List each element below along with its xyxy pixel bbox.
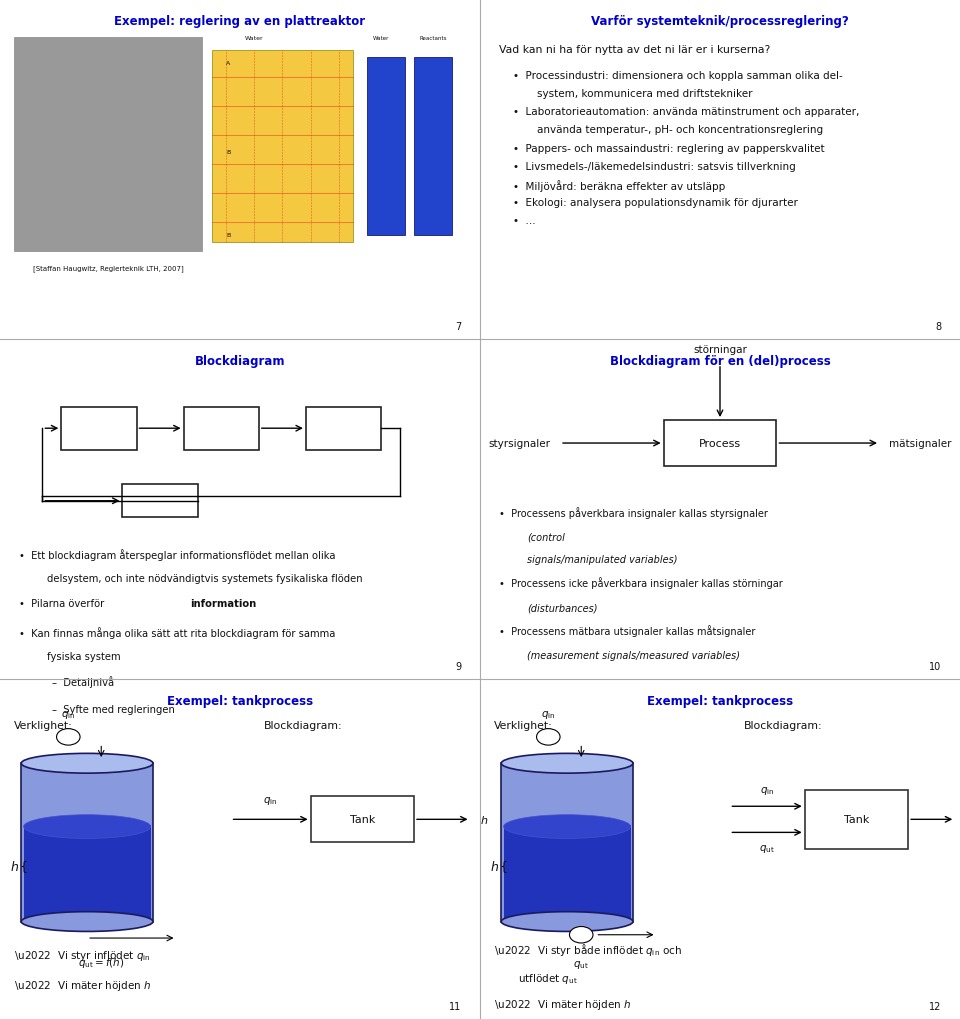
Circle shape [537, 729, 560, 745]
Text: Process: Process [699, 438, 741, 448]
Text: $q_{\rm ut}$: $q_{\rm ut}$ [573, 958, 589, 970]
Text: Exempel: tankprocess: Exempel: tankprocess [167, 694, 313, 707]
Text: 7: 7 [455, 321, 461, 331]
FancyBboxPatch shape [212, 51, 353, 243]
Text: \u2022  Vi mäter höjden $h$: \u2022 Vi mäter höjden $h$ [14, 977, 152, 991]
Circle shape [569, 926, 593, 943]
Text: använda temperatur-, pH- och koncentrationsreglering: använda temperatur-, pH- och koncentrati… [537, 125, 823, 136]
Text: Reactants: Reactants [420, 37, 446, 42]
Ellipse shape [504, 815, 631, 839]
Text: $h\,${: $h\,${ [10, 858, 28, 874]
Text: (disturbances): (disturbances) [527, 602, 598, 612]
Ellipse shape [24, 815, 151, 839]
FancyBboxPatch shape [663, 421, 777, 467]
Text: •  Pappers- och massaindustri: reglering av papperskvalitet: • Pappers- och massaindustri: reglering … [513, 144, 825, 154]
FancyBboxPatch shape [14, 38, 203, 253]
Text: A: A [226, 61, 230, 66]
Text: •  Livsmedels-/läkemedelsindustri: satsvis tillverkning: • Livsmedels-/läkemedelsindustri: satsvi… [513, 162, 796, 171]
Text: signals/manipulated variables): signals/manipulated variables) [527, 554, 678, 565]
Text: [Staffan Haugwitz, Reglerteknik LTH, 2007]: [Staffan Haugwitz, Reglerteknik LTH, 200… [33, 265, 183, 272]
Text: styrsignaler: styrsignaler [489, 438, 551, 448]
Ellipse shape [501, 912, 633, 931]
Text: Verklighet:: Verklighet: [494, 720, 553, 731]
Text: $q_{\rm ut}$: $q_{\rm ut}$ [759, 843, 775, 855]
Text: •  ...: • ... [513, 216, 536, 226]
Text: \u2022  Vi styr både inflödet $q_{\rm in}$ och: \u2022 Vi styr både inflödet $q_{\rm in}… [494, 942, 683, 958]
Text: $h$: $h$ [480, 813, 489, 825]
Text: $q_{\rm in}$: $q_{\rm in}$ [61, 708, 76, 720]
FancyBboxPatch shape [414, 58, 451, 235]
Text: delsystem, och inte nödvändigtvis systemets fysikaliska flöden: delsystem, och inte nödvändigtvis system… [47, 574, 363, 584]
Circle shape [57, 729, 80, 745]
FancyBboxPatch shape [311, 797, 414, 843]
Text: –  Detaljnivå: – Detaljnivå [52, 676, 114, 688]
Text: •  Pilarna överför: • Pilarna överför [19, 598, 108, 608]
FancyBboxPatch shape [61, 408, 136, 450]
FancyBboxPatch shape [804, 790, 908, 849]
Text: störningar: störningar [693, 344, 747, 355]
Text: 8: 8 [935, 321, 941, 331]
Text: utflödet $q_{\rm ut}$: utflödet $q_{\rm ut}$ [517, 971, 577, 985]
Text: •  Processens mätbara utsignaler kallas måtsignaler: • Processens mätbara utsignaler kallas m… [499, 625, 756, 637]
Text: Blockdiagram för en (del)process: Blockdiagram för en (del)process [610, 355, 830, 368]
Text: information: information [191, 598, 257, 608]
Ellipse shape [21, 912, 153, 931]
Text: –  Syfte med regleringen: – Syfte med regleringen [52, 704, 175, 714]
Text: Vad kan ni ha för nytta av det ni lär er i kurserna?: Vad kan ni ha för nytta av det ni lär er… [499, 45, 770, 55]
FancyBboxPatch shape [21, 763, 153, 921]
Text: \u2022  Vi styr inflödet $q_{\rm in}$: \u2022 Vi styr inflödet $q_{\rm in}$ [14, 948, 151, 962]
FancyBboxPatch shape [367, 58, 405, 235]
Text: •  Processindustri: dimensionera och koppla samman olika del-: • Processindustri: dimensionera och kopp… [513, 71, 843, 81]
Text: mätsignaler: mätsignaler [889, 438, 952, 448]
Text: Blockdiagram: Blockdiagram [195, 355, 285, 368]
FancyBboxPatch shape [306, 408, 381, 450]
Text: 12: 12 [928, 1001, 941, 1011]
Text: 10: 10 [929, 661, 941, 671]
Text: $q_{\rm in}$: $q_{\rm in}$ [541, 708, 556, 720]
Text: system, kommunicera med driftstekniker: system, kommunicera med driftstekniker [537, 89, 752, 99]
Text: (control: (control [527, 532, 565, 542]
Text: •  Kan finnas många olika sätt att rita blockdiagram för samma: • Kan finnas många olika sätt att rita b… [19, 627, 335, 638]
Text: Exempel: reglering av en plattreaktor: Exempel: reglering av en plattreaktor [114, 15, 366, 28]
Text: Tank: Tank [844, 814, 869, 824]
FancyBboxPatch shape [123, 485, 198, 518]
Text: 9: 9 [455, 661, 461, 671]
Text: Blockdiagram:: Blockdiagram: [263, 720, 342, 731]
FancyBboxPatch shape [24, 825, 151, 920]
Text: $h\,${: $h\,${ [490, 858, 508, 874]
Text: Varför systemteknik/processreglering?: Varför systemteknik/processreglering? [591, 15, 849, 28]
Ellipse shape [21, 754, 153, 773]
Text: •  Ekologi: analysera populationsdynamik för djurarter: • Ekologi: analysera populationsdynamik … [513, 198, 798, 208]
Text: •  Ett blockdiagram återspeglar informationsflödet mellan olika: • Ett blockdiagram återspeglar informati… [19, 549, 335, 560]
Text: •  Processens påverkbara insignaler kallas styrsignaler: • Processens påverkbara insignaler kalla… [499, 506, 771, 518]
Text: •  Laboratorieautomation: använda mätinstrument och apparater,: • Laboratorieautomation: använda mätinst… [513, 107, 859, 117]
Text: Water: Water [372, 37, 390, 42]
FancyBboxPatch shape [501, 763, 633, 921]
Text: Verklighet:: Verklighet: [14, 720, 73, 731]
Text: Blockdiagram:: Blockdiagram: [743, 720, 822, 731]
Text: Water: Water [245, 37, 263, 42]
Text: $q_{\rm in}$: $q_{\rm in}$ [263, 795, 277, 806]
Text: (measurement signals/measured variables): (measurement signals/measured variables) [527, 650, 740, 660]
Text: B: B [226, 150, 230, 155]
Text: •  Miljövård: beräkna effekter av utsläpp: • Miljövård: beräkna effekter av utsläpp [513, 179, 725, 192]
FancyBboxPatch shape [504, 825, 631, 920]
Text: \u2022  Vi mäter höjden $h$: \u2022 Vi mäter höjden $h$ [494, 998, 632, 1012]
Text: 11: 11 [449, 1001, 461, 1011]
Ellipse shape [501, 754, 633, 773]
Text: Exempel: tankprocess: Exempel: tankprocess [647, 694, 793, 707]
Text: $q_{\rm in}$: $q_{\rm in}$ [759, 785, 775, 797]
Text: Tank: Tank [349, 814, 375, 824]
Text: fysiska system: fysiska system [47, 651, 121, 661]
FancyBboxPatch shape [183, 408, 259, 450]
Text: B: B [226, 232, 230, 237]
Text: •  Processens icke påverkbara insignaler kallas störningar: • Processens icke påverkbara insignaler … [499, 577, 782, 589]
Text: $q_{\rm ut} = f(h)$: $q_{\rm ut} = f(h)$ [78, 955, 125, 969]
